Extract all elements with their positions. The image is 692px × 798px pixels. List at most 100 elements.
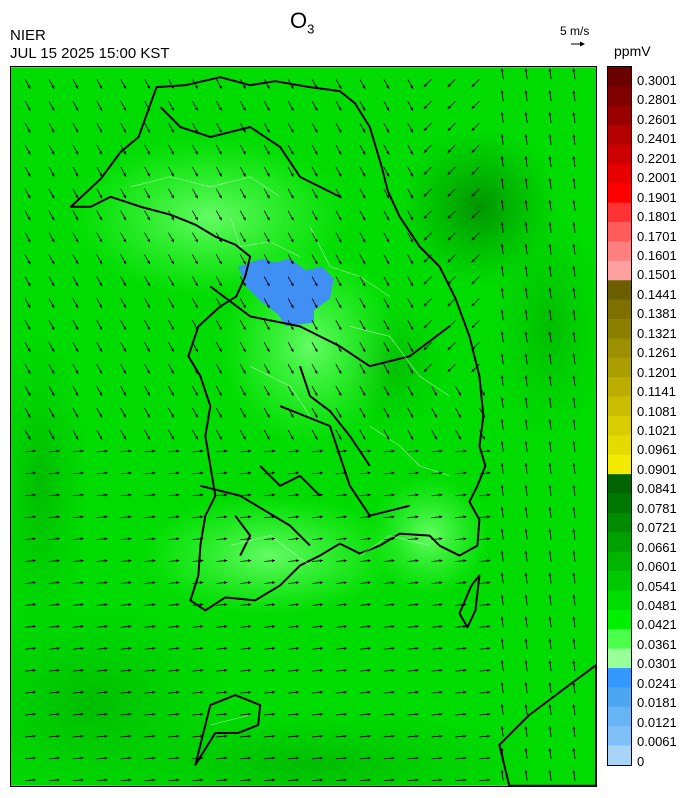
wind-arrow-head bbox=[171, 282, 174, 287]
wind-arrow-head bbox=[152, 559, 156, 563]
wind-arrow-head bbox=[152, 756, 156, 760]
wind-arrow-head bbox=[423, 237, 427, 241]
wind-arrow-head bbox=[51, 282, 55, 287]
wind-arrow-head bbox=[362, 173, 366, 177]
wind-arrow-head bbox=[32, 537, 36, 541]
legend-label: 0.0301 bbox=[637, 656, 677, 672]
wind-arrow-head bbox=[242, 260, 246, 265]
wind-arrow-head bbox=[423, 303, 427, 307]
wind-arrow-head bbox=[266, 414, 270, 418]
wind-arrow-head bbox=[524, 134, 528, 138]
wind-arrow-head bbox=[463, 668, 467, 672]
wind-arrow-head bbox=[56, 646, 60, 650]
wind-arrow-head bbox=[524, 177, 528, 182]
wind-arrow-head bbox=[548, 112, 552, 116]
wind-arrow-head bbox=[200, 471, 204, 475]
wind-arrow-head bbox=[434, 392, 437, 396]
wind-arrow-head bbox=[104, 581, 108, 585]
wind-arrow-head bbox=[572, 331, 576, 335]
wind-arrow-head bbox=[482, 414, 485, 418]
wind-arrow-head bbox=[200, 559, 204, 563]
wind-arrow-head bbox=[447, 193, 451, 197]
legend-label: 0.0181 bbox=[637, 695, 677, 711]
wind-arrow-head bbox=[572, 704, 576, 708]
wind-arrow-head bbox=[123, 85, 126, 89]
wind-arrow-head bbox=[386, 107, 390, 111]
wind-arrow-head bbox=[415, 537, 419, 541]
legend-color-step bbox=[608, 474, 631, 494]
wind-arrow-head bbox=[32, 712, 36, 716]
wind-arrow-head bbox=[290, 195, 294, 199]
wind-arrow-head bbox=[338, 85, 342, 89]
legend-label: 0.1021 bbox=[637, 423, 677, 438]
wind-arrow-head bbox=[242, 129, 246, 133]
wind-arrow-head bbox=[439, 734, 443, 738]
wind-arrow-head bbox=[415, 668, 419, 672]
wind-arrow-head bbox=[463, 581, 467, 585]
wind-arrow-head bbox=[487, 581, 491, 585]
wind-arrow-head bbox=[423, 259, 427, 263]
wind-arrow-head bbox=[319, 646, 323, 650]
wind-arrow-head bbox=[362, 129, 366, 133]
wind-arrow-head bbox=[56, 668, 60, 672]
wind-arrow-head bbox=[524, 331, 528, 335]
legend-color-step bbox=[608, 551, 631, 572]
wind-arrow-head bbox=[471, 259, 475, 263]
wind-arrow-head bbox=[75, 129, 79, 133]
wind-arrow-head bbox=[51, 107, 55, 111]
wind-arrow-head bbox=[27, 370, 31, 374]
legend-label: 0.2001 bbox=[637, 170, 677, 186]
wind-arrow-head bbox=[80, 734, 84, 738]
legend-label: 0.0901 bbox=[637, 461, 677, 477]
wind-arrow-head bbox=[386, 436, 390, 440]
wind-arrow-head bbox=[123, 129, 126, 133]
wind-arrow-head bbox=[487, 493, 491, 497]
wind-arrow-head bbox=[242, 392, 246, 396]
wind-arrow-head bbox=[362, 151, 366, 155]
wind-arrow-head bbox=[194, 238, 198, 243]
wind-arrow-head bbox=[572, 265, 576, 269]
wind-arrow-head bbox=[572, 594, 576, 598]
wind-arrow-head bbox=[248, 646, 252, 650]
wind-arrow-head bbox=[423, 215, 427, 219]
legend-label: 0 bbox=[637, 753, 645, 769]
wind-arrow-head bbox=[242, 238, 246, 243]
wind-arrow-head bbox=[171, 304, 174, 308]
wind-arrow-head bbox=[500, 484, 504, 489]
wind-arrow-head bbox=[51, 348, 55, 352]
wind-arrow-head bbox=[386, 173, 390, 177]
wind-arrow-head bbox=[500, 68, 504, 72]
wind-arrow-head bbox=[32, 603, 36, 607]
wind-arrow-head bbox=[75, 326, 79, 330]
wind-arrow-head bbox=[524, 243, 528, 247]
wind-arrow-head bbox=[343, 449, 347, 453]
wind-arrow-head bbox=[314, 151, 318, 155]
wind-arrow-head bbox=[524, 309, 528, 313]
wind-arrow-head bbox=[548, 550, 552, 554]
wind-arrow-head bbox=[447, 105, 451, 109]
wind-arrow-head bbox=[56, 559, 60, 563]
wind-arrow-head bbox=[32, 493, 36, 497]
wind-arrow-head bbox=[176, 625, 180, 629]
wind-arrow-head bbox=[128, 537, 132, 541]
wind-arrow-head bbox=[343, 734, 347, 738]
wind-arrow-head bbox=[548, 748, 552, 752]
wind-arrow-head bbox=[362, 107, 366, 111]
legend-label: 0.0781 bbox=[637, 500, 677, 516]
wind-arrow-head bbox=[194, 370, 198, 374]
wind-arrow-head bbox=[171, 151, 174, 155]
wind-arrow-head bbox=[99, 173, 103, 177]
wind-arrow-head bbox=[410, 348, 414, 352]
wind-arrow-head bbox=[471, 149, 475, 153]
wind-arrow-head bbox=[487, 559, 491, 563]
wind-arrow-head bbox=[171, 238, 174, 243]
wind-arrow-head bbox=[471, 368, 475, 372]
wind-arrow-head bbox=[338, 129, 342, 133]
wind-arrow-head bbox=[410, 129, 414, 133]
wind-arrow-head bbox=[271, 734, 276, 738]
wind-arrow-head bbox=[32, 625, 36, 629]
wind-arrow-head bbox=[242, 85, 246, 89]
wind-arrow-head bbox=[218, 326, 222, 330]
wind-arrow-head bbox=[200, 515, 204, 519]
wind-arrow-head bbox=[471, 237, 475, 241]
